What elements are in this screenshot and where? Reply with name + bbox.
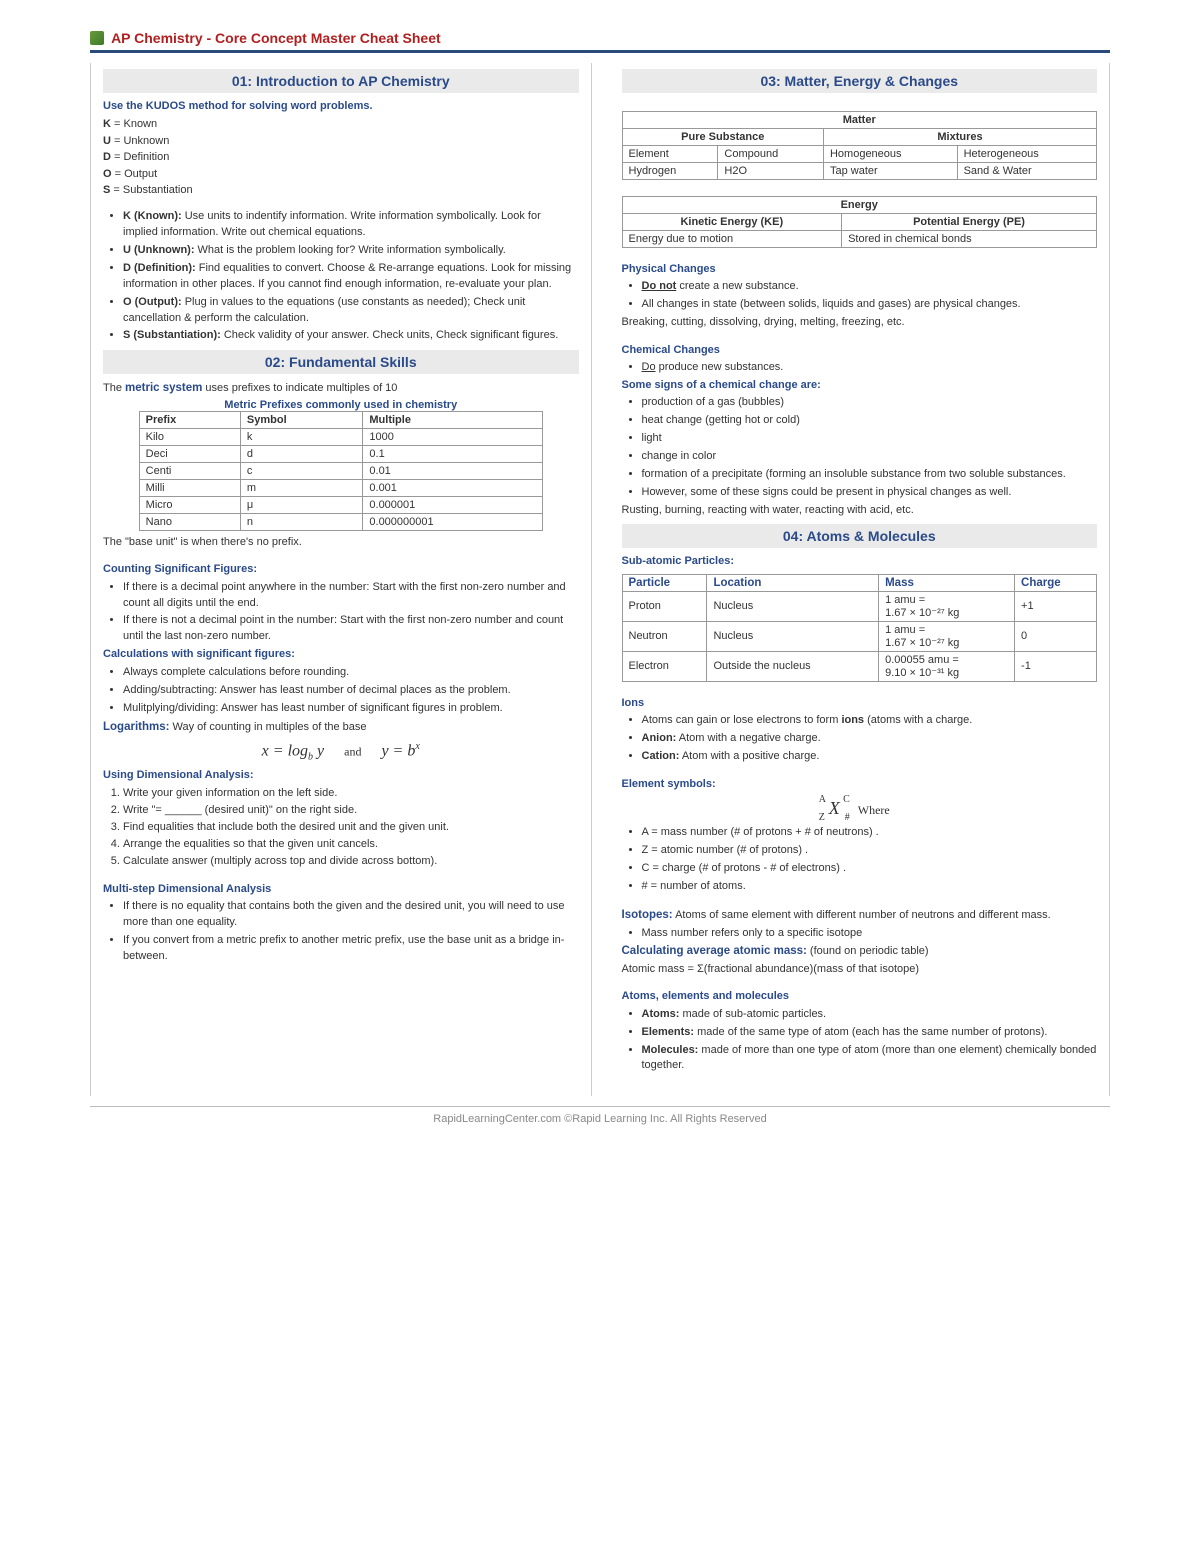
- sigfig-bullets: If there is a decimal point anywhere in …: [103, 580, 579, 646]
- dim-hdr: Using Dimensional Analysis:: [103, 768, 579, 783]
- kudos-detail-list: K (Known): Use units to indentify inform…: [103, 209, 579, 345]
- s02-intro: The metric system uses prefixes to indic…: [103, 380, 579, 396]
- phys-bullets: Do not create a new substance.All change…: [622, 279, 1098, 313]
- aem-bullets: Atoms: made of sub-atomic particles.Elem…: [622, 1007, 1098, 1075]
- prefix-table: PrefixSymbolMultipleKilok1000Decid0.1Cen…: [139, 411, 543, 531]
- elsym-bullets: A = mass number (# of protons + # of neu…: [622, 825, 1098, 895]
- dim-steps: Write your given information on the left…: [103, 786, 579, 870]
- log-line: Logarithms: Way of counting in multiples…: [103, 719, 579, 735]
- phys-note: Breaking, cutting, dissolving, drying, m…: [622, 315, 1098, 330]
- chem-note: Rusting, burning, reacting with water, r…: [622, 503, 1098, 518]
- avg-line: Calculating average atomic mass: (found …: [622, 943, 1098, 959]
- left-column: 01: Introduction to AP Chemistry Use the…: [91, 63, 592, 1096]
- s04-title: 04: Atoms & Molecules: [622, 524, 1098, 548]
- ions-hdr: Ions: [622, 696, 1098, 711]
- avg-formula: Atomic mass = Σ(fractional abundance)(ma…: [622, 962, 1098, 977]
- multi-bullets: If there is no equality that contains bo…: [103, 899, 579, 965]
- s01-title: 01: Introduction to AP Chemistry: [103, 69, 579, 93]
- s03-title: 03: Matter, Energy & Changes: [622, 69, 1098, 93]
- log-formula: x = logb y and y = bx: [103, 741, 579, 763]
- iso-bullet: Mass number refers only to a specific is…: [622, 926, 1098, 942]
- footer: RapidLearningCenter.com ©Rapid Learning …: [90, 1106, 1110, 1125]
- signs-bullets: production of a gas (bubbles)heat change…: [622, 395, 1098, 501]
- sub-hdr: Sub-atomic Particles:: [622, 554, 1098, 569]
- page-header: AP Chemistry - Core Concept Master Cheat…: [90, 30, 1110, 53]
- prefix-note: The "base unit" is when there's no prefi…: [103, 535, 579, 550]
- signs-hdr: Some signs of a chemical change are:: [622, 378, 1098, 393]
- prefix-table-caption: Metric Prefixes commonly used in chemist…: [103, 399, 579, 411]
- chem-b1: Do produce new substances.: [622, 360, 1098, 376]
- particle-table: ParticleLocationMassChargeProtonNucleus1…: [622, 574, 1098, 682]
- element-symbol: A Z X C # Where: [622, 798, 1098, 819]
- phys-hdr: Physical Changes: [622, 262, 1098, 277]
- content-columns: 01: Introduction to AP Chemistry Use the…: [90, 63, 1110, 1096]
- calcsig-bullets: Always complete calculations before roun…: [103, 665, 579, 717]
- iso-line: Isotopes: Atoms of same element with dif…: [622, 907, 1098, 923]
- multi-hdr: Multi-step Dimensional Analysis: [103, 882, 579, 897]
- kudos-key-list: K = KnownU = UnknownD = DefinitionO = Ou…: [103, 116, 579, 199]
- ions-bullets: Atoms can gain or lose electrons to form…: [622, 713, 1098, 765]
- chem-hdr: Chemical Changes: [622, 343, 1098, 358]
- calcsig-hdr: Calculations with significant figures:: [103, 647, 579, 662]
- logo-icon: [90, 31, 104, 45]
- right-column: 03: Matter, Energy & Changes Matter Pure…: [610, 63, 1110, 1096]
- sigfig-hdr: Counting Significant Figures:: [103, 562, 579, 577]
- page-title: AP Chemistry - Core Concept Master Cheat…: [111, 30, 441, 46]
- aem-hdr: Atoms, elements and molecules: [622, 989, 1098, 1004]
- elsym-hdr: Element symbols:: [622, 777, 1098, 792]
- matter-table: Matter Pure Substance Mixtures ElementCo…: [622, 111, 1098, 180]
- s01-lead: Use the KUDOS method for solving word pr…: [103, 99, 579, 114]
- s02-title: 02: Fundamental Skills: [103, 350, 579, 374]
- energy-table: Energy Kinetic Energy (KE) Potential Ene…: [622, 196, 1098, 248]
